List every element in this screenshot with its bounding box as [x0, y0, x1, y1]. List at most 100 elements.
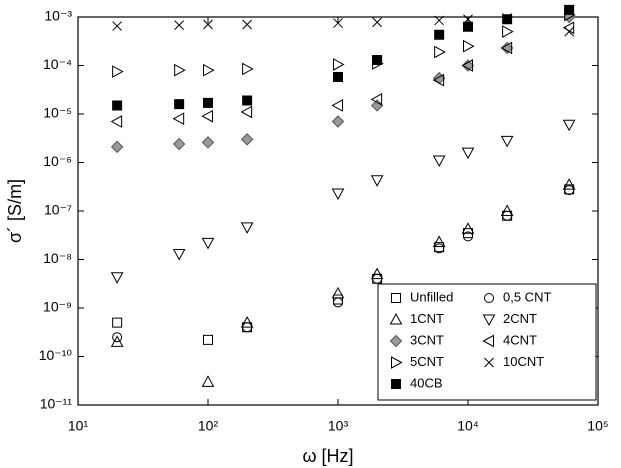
- data-point: [331, 99, 343, 112]
- data-point: [242, 19, 252, 30]
- y-tick-label: 10⁻⁸: [43, 250, 72, 266]
- y-tick-label: 10⁻¹⁰: [39, 347, 73, 363]
- data-point: [240, 105, 253, 119]
- data-point: [370, 267, 384, 280]
- y-axis-label: σ´ [S/m]: [5, 179, 25, 243]
- data-point: [172, 137, 186, 151]
- legend-label: 5CNT: [410, 354, 444, 369]
- data-point: [112, 317, 123, 328]
- y-tick-label: 10⁻⁴: [43, 56, 72, 72]
- data-point: [112, 100, 123, 111]
- y-tick-label: 10⁻⁹: [43, 299, 72, 315]
- data-point: [333, 58, 345, 71]
- data-point: [372, 54, 383, 65]
- data-point: [110, 272, 124, 284]
- data-point: [564, 4, 575, 15]
- data-point: [461, 222, 475, 234]
- data-point: [201, 375, 215, 387]
- legend-label: 0,5 CNT: [503, 289, 551, 304]
- y-tick-label: 10⁻³: [44, 8, 72, 24]
- data-point: [564, 185, 575, 196]
- data-point: [331, 115, 345, 128]
- x-tick-label: 10¹: [68, 418, 89, 434]
- data-point: [370, 99, 384, 112]
- legend-marker: [482, 314, 496, 327]
- legend-marker: [391, 293, 401, 303]
- data-point: [174, 20, 185, 30]
- legend-marker: [482, 334, 494, 348]
- data-point: [242, 62, 254, 76]
- data-point: [370, 175, 384, 187]
- x-tick-label: 10⁴: [457, 418, 479, 434]
- legend-label: 2CNT: [503, 311, 537, 326]
- data-point: [242, 95, 253, 106]
- legend: Unfilled 0,5 CNT 1CNT 2CNT 3CNT 4CNT 5CNT 10CNT…: [377, 283, 597, 401]
- data-point: [110, 335, 124, 347]
- data-point: [502, 14, 513, 25]
- data-point: [203, 19, 213, 30]
- data-point: [172, 112, 185, 126]
- x-axis-label: ω [Hz]: [302, 446, 353, 466]
- data-point: [434, 29, 445, 40]
- data-point: [240, 222, 254, 234]
- data-point: [203, 63, 215, 77]
- data-point: [370, 93, 383, 106]
- legend-label: 40CB: [410, 375, 443, 390]
- data-point: [461, 59, 473, 72]
- legend-marker: [389, 334, 403, 348]
- data-point: [432, 71, 446, 85]
- y-tick-label: 10⁻⁶: [43, 153, 72, 169]
- data-point: [331, 286, 345, 299]
- data-point: [434, 243, 445, 254]
- x-tick-label: 10⁵: [587, 418, 608, 434]
- data-point: [331, 188, 345, 200]
- data-point: [240, 133, 254, 146]
- data-point: [174, 63, 186, 77]
- data-point: [500, 135, 514, 148]
- data-point: [201, 136, 215, 149]
- data-point: [432, 73, 445, 87]
- data-point: [432, 235, 446, 247]
- data-point: [201, 109, 213, 123]
- data-point: [201, 237, 215, 250]
- data-point: [434, 15, 445, 26]
- legend-box: [377, 283, 597, 401]
- data-point: [562, 178, 576, 190]
- data-point: [333, 71, 343, 82]
- data-point: [461, 147, 475, 160]
- data-point: [502, 25, 514, 38]
- data-point: [240, 316, 254, 328]
- data-point: [500, 41, 513, 55]
- legend-label: 4CNT: [503, 332, 537, 347]
- data-point: [432, 155, 446, 168]
- data-point: [463, 39, 475, 53]
- legend-label: Unfilled: [410, 289, 453, 304]
- data-point: [500, 204, 514, 216]
- data-point: [564, 26, 575, 37]
- legend-marker: [484, 293, 495, 303]
- data-point: [500, 41, 514, 55]
- data-point: [333, 297, 344, 308]
- y-tick-label: 10⁻⁷: [44, 202, 72, 218]
- legend-label: 3CNT: [410, 332, 444, 347]
- data-point: [461, 59, 475, 72]
- data-point: [112, 65, 124, 78]
- legend-marker: [391, 356, 403, 369]
- legend-label: 10CNT: [503, 354, 544, 369]
- data-point: [110, 115, 123, 128]
- y-tick-label: 10⁻¹¹: [40, 396, 73, 412]
- data-point: [203, 334, 213, 345]
- data-point: [463, 21, 473, 32]
- data-point: [434, 45, 446, 59]
- data-point: [172, 248, 186, 261]
- legend-marker: [391, 379, 401, 389]
- legend-marker: [389, 312, 403, 325]
- data-point: [372, 17, 382, 28]
- y-tick-label: 10⁻⁵: [43, 105, 72, 121]
- data-point: [203, 97, 213, 108]
- legend-label: 1CNT: [410, 311, 444, 326]
- data-point: [110, 140, 124, 154]
- data-point: [562, 119, 576, 132]
